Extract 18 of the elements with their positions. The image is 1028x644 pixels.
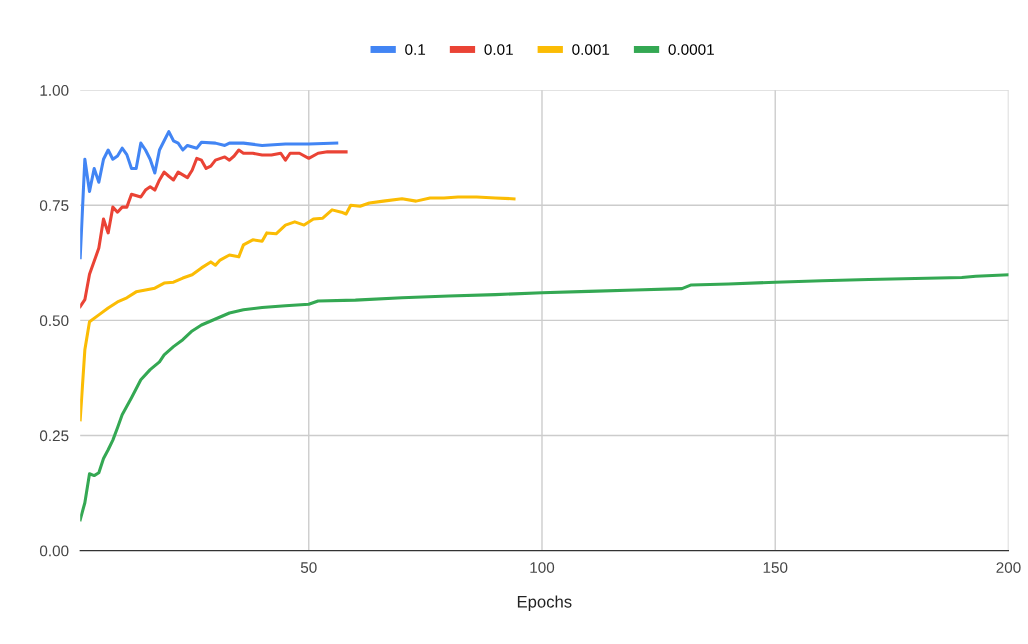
x-tick-label: 150 xyxy=(763,562,788,573)
legend-label: 0.1 xyxy=(405,44,426,55)
line-series xyxy=(80,148,348,309)
x-tick-label: 100 xyxy=(530,562,555,573)
x-tick-label: 50 xyxy=(300,562,317,573)
y-tick-label: 0.00 xyxy=(39,545,69,557)
y-tick-label: 0.50 xyxy=(39,315,69,327)
legend-label: 0.0001 xyxy=(668,44,714,55)
legend-label: 0.01 xyxy=(484,44,513,55)
line-series xyxy=(80,195,516,422)
y-tick-label: 0.75 xyxy=(39,200,69,211)
x-tick-label: 200 xyxy=(996,562,1021,573)
x-axis-title: Epochs xyxy=(517,595,572,611)
line-series xyxy=(80,273,1009,522)
line-series xyxy=(80,130,339,260)
y-tick-label: 0.25 xyxy=(39,430,69,442)
y-tick-label: 1.00 xyxy=(40,85,69,96)
legend-label: 0.001 xyxy=(572,44,610,55)
